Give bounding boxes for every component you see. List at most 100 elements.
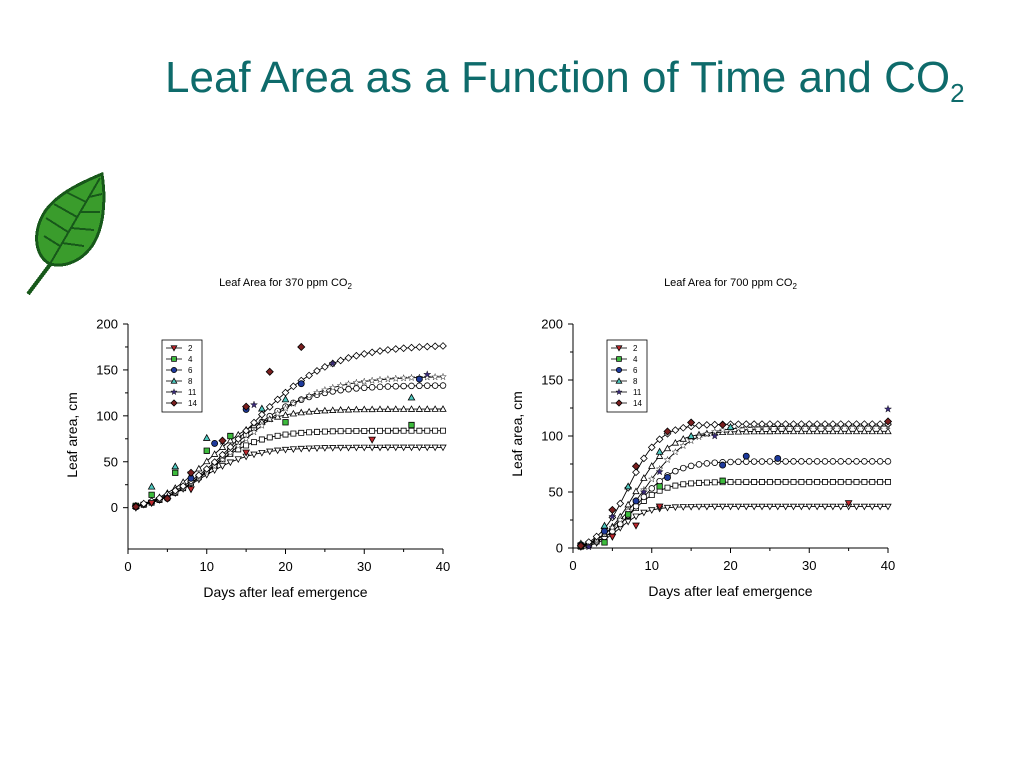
fit-marker: [703, 503, 711, 511]
data-point: [407, 393, 416, 401]
fit-marker: [877, 479, 884, 485]
fit-marker: [336, 406, 345, 413]
fit-marker: [383, 375, 392, 383]
data-point: [171, 462, 180, 470]
fit-marker: [829, 427, 837, 435]
fit-marker: [868, 420, 877, 428]
fit-marker: [352, 405, 361, 413]
fit-marker: [695, 503, 703, 511]
fit-marker: [734, 420, 743, 429]
fit-marker: [640, 493, 648, 501]
fit-marker: [798, 479, 805, 485]
data-point: [601, 539, 608, 546]
observed-6: [577, 452, 782, 549]
data-point: [625, 511, 632, 518]
fit-marker: [305, 391, 314, 400]
fit-marker: [813, 503, 821, 511]
fit-marker: [766, 458, 774, 465]
data-point: [584, 542, 593, 551]
fit-marker: [210, 458, 219, 466]
fit-curve: [580, 425, 888, 547]
fit-marker: [257, 421, 266, 429]
fit-marker: [885, 479, 891, 485]
fit-marker: [758, 503, 766, 511]
fit-marker: [352, 444, 361, 452]
fit-marker: [679, 504, 687, 511]
fit-marker: [266, 448, 274, 456]
fit-marker: [861, 458, 868, 465]
fit-marker: [790, 479, 797, 485]
fit-marker: [884, 458, 892, 465]
fit-marker: [679, 435, 687, 442]
fit-marker: [687, 462, 695, 470]
fit-marker: [273, 409, 282, 417]
fit-marker: [321, 428, 328, 435]
fit-marker: [251, 439, 257, 446]
fit-marker: [750, 458, 758, 465]
fit-marker: [750, 427, 758, 435]
fit-marker: [305, 371, 313, 380]
fit-marker: [329, 428, 336, 435]
x-tick-label: 0: [569, 558, 576, 573]
legend-marker: [170, 399, 178, 407]
series-4: [132, 427, 446, 510]
fit-marker: [321, 445, 329, 452]
legend-label: 6: [633, 366, 638, 375]
fit-marker: [337, 386, 344, 394]
fit-marker: [829, 420, 837, 428]
fit-marker: [718, 426, 727, 434]
fit-marker: [853, 458, 860, 465]
data-point: [608, 505, 617, 515]
data-point: [203, 447, 210, 454]
y-tick-label: 0: [111, 500, 118, 515]
fit-marker: [360, 405, 368, 413]
legend-label: 14: [188, 399, 197, 408]
fit-marker: [336, 381, 345, 390]
fit-marker: [391, 345, 400, 353]
legend-marker: [171, 356, 177, 362]
fit-marker: [703, 479, 710, 486]
fit-marker: [250, 428, 258, 436]
fit-marker: [845, 458, 852, 465]
fit-marker: [813, 420, 821, 428]
fit-marker: [234, 435, 243, 443]
fit-marker: [781, 427, 790, 435]
data-point: [632, 497, 640, 505]
y-tick-label: 50: [104, 454, 118, 469]
fit-marker: [735, 458, 742, 466]
fit-marker: [640, 474, 648, 481]
fit-marker: [226, 459, 235, 467]
fit-marker: [647, 475, 656, 483]
fit-marker: [821, 420, 829, 428]
fit-marker: [321, 363, 329, 371]
data-point: [600, 521, 609, 529]
fit-marker: [352, 378, 361, 386]
x-tick-label: 30: [357, 559, 371, 574]
fit-marker: [243, 442, 250, 449]
fit-curve: [580, 506, 888, 548]
fit-marker: [360, 377, 369, 385]
fit-marker: [655, 435, 664, 444]
data-point: [655, 447, 664, 455]
fit-marker: [226, 436, 235, 444]
fit-marker: [814, 479, 821, 485]
fit-marker: [844, 420, 853, 428]
series-2: [577, 503, 892, 551]
fit-marker: [759, 479, 765, 485]
data-point: [726, 423, 735, 430]
observed-11: [584, 404, 893, 551]
fit-marker: [368, 376, 377, 384]
data-point: [148, 491, 155, 498]
fit-marker: [337, 428, 344, 435]
fit-marker: [250, 418, 258, 427]
fit-marker: [734, 427, 743, 435]
fit-marker: [750, 420, 758, 428]
fit-marker: [376, 444, 384, 452]
data-point: [608, 512, 617, 521]
fit-marker: [797, 420, 806, 428]
fit-marker: [640, 509, 648, 517]
fit-marker: [632, 487, 640, 495]
data-point: [163, 494, 172, 503]
legend-marker: [615, 377, 623, 384]
fit-marker: [273, 395, 282, 404]
